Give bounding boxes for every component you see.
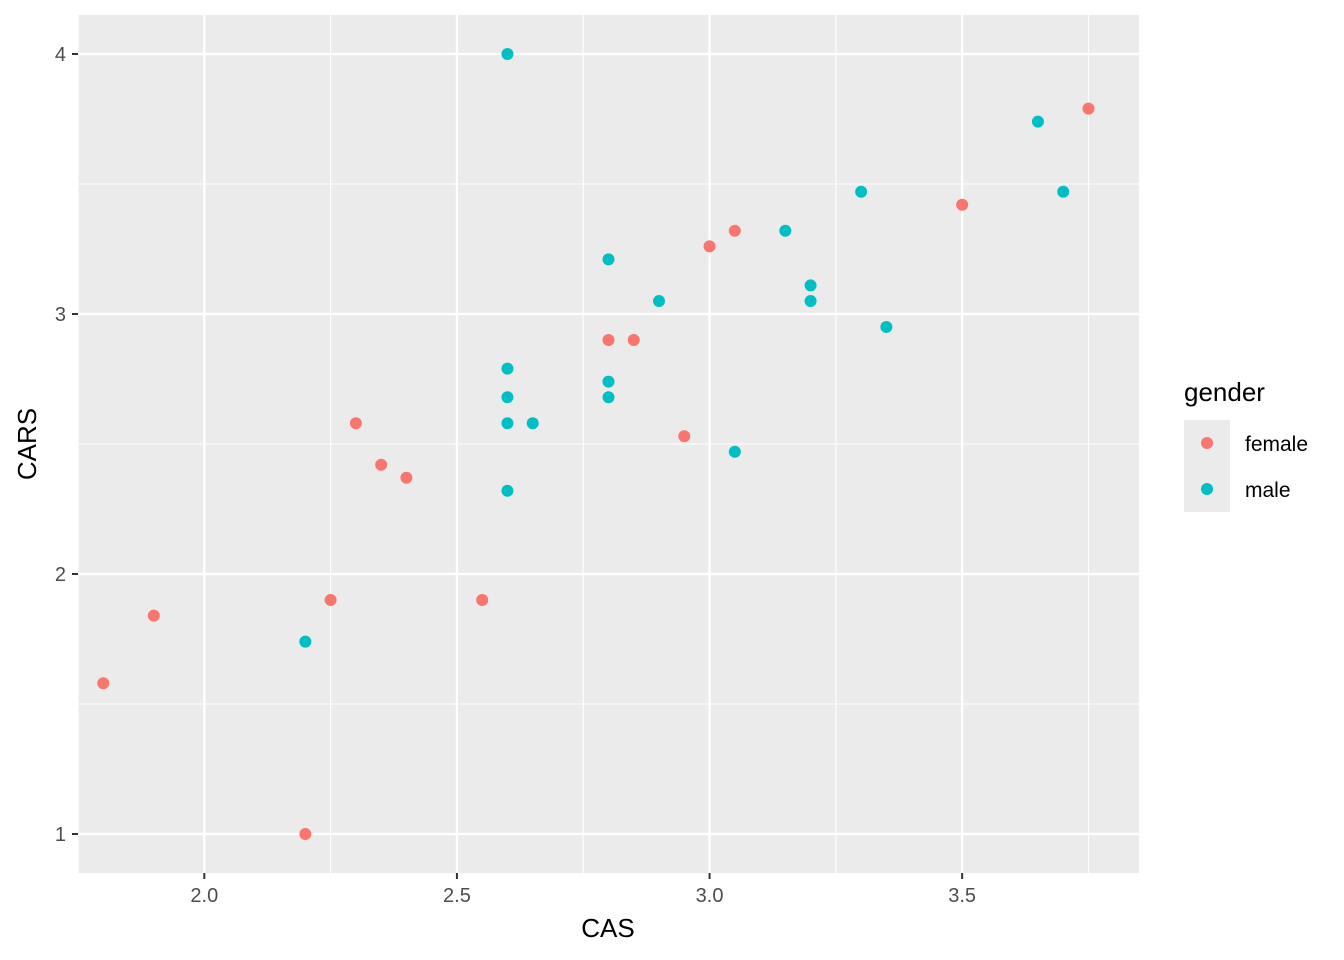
y-tick-label: 3 [55,304,66,326]
data-points [97,48,1095,840]
data-point-female [400,471,413,484]
data-point-female [627,334,640,346]
legend-key-female [1201,437,1213,449]
legend-label-male: male [1245,479,1291,502]
data-point-female [299,828,312,840]
data-point-male [602,253,615,266]
data-point-male [299,635,312,648]
data-point-male [880,321,893,333]
y-axis-title: CARS [12,408,42,480]
data-point-female [375,458,388,471]
data-point-male [501,48,514,60]
data-point-female [349,417,362,430]
x-tick-label: 3.0 [696,885,724,907]
data-point-male [804,295,817,307]
x-tick-label: 2.0 [190,885,218,907]
data-point-male [1031,115,1044,128]
y-axis: 1 2 3 4 [55,44,78,846]
data-point-female [728,224,741,237]
data-point-male [1057,185,1070,198]
data-point-female [476,594,489,606]
legend-key-background [1184,420,1230,512]
data-point-female [602,334,615,346]
y-tick-label: 4 [55,44,66,66]
data-point-male [653,295,666,307]
legend-key-male [1201,483,1213,495]
data-point-male [728,445,741,458]
data-point-male [526,417,539,430]
data-point-female [324,594,337,606]
data-point-male [501,362,514,375]
data-point-male [501,391,514,404]
data-point-female [678,430,691,443]
legend-title: gender [1184,377,1265,407]
data-point-female [147,609,160,622]
data-point-male [501,484,514,497]
legend: gender female male [1184,377,1308,512]
data-point-female [1082,102,1095,115]
x-tick-label: 3.5 [948,885,976,907]
legend-label-female: female [1245,433,1308,456]
y-tick-label: 1 [55,824,66,846]
data-point-female [703,240,716,253]
data-point-male [501,417,514,430]
major-gridlines [78,15,1139,873]
data-point-male [602,391,615,404]
data-point-male [804,279,817,292]
data-point-female [956,198,969,211]
data-point-male [855,185,868,198]
x-tick-label: 2.5 [443,885,471,907]
y-tick-label: 2 [55,564,66,586]
x-axis-title: CAS [581,913,634,943]
x-axis: 2.0 2.5 3.0 3.5 [190,873,976,907]
data-point-female [97,677,110,690]
data-point-male [779,224,792,237]
data-point-male [602,375,615,388]
